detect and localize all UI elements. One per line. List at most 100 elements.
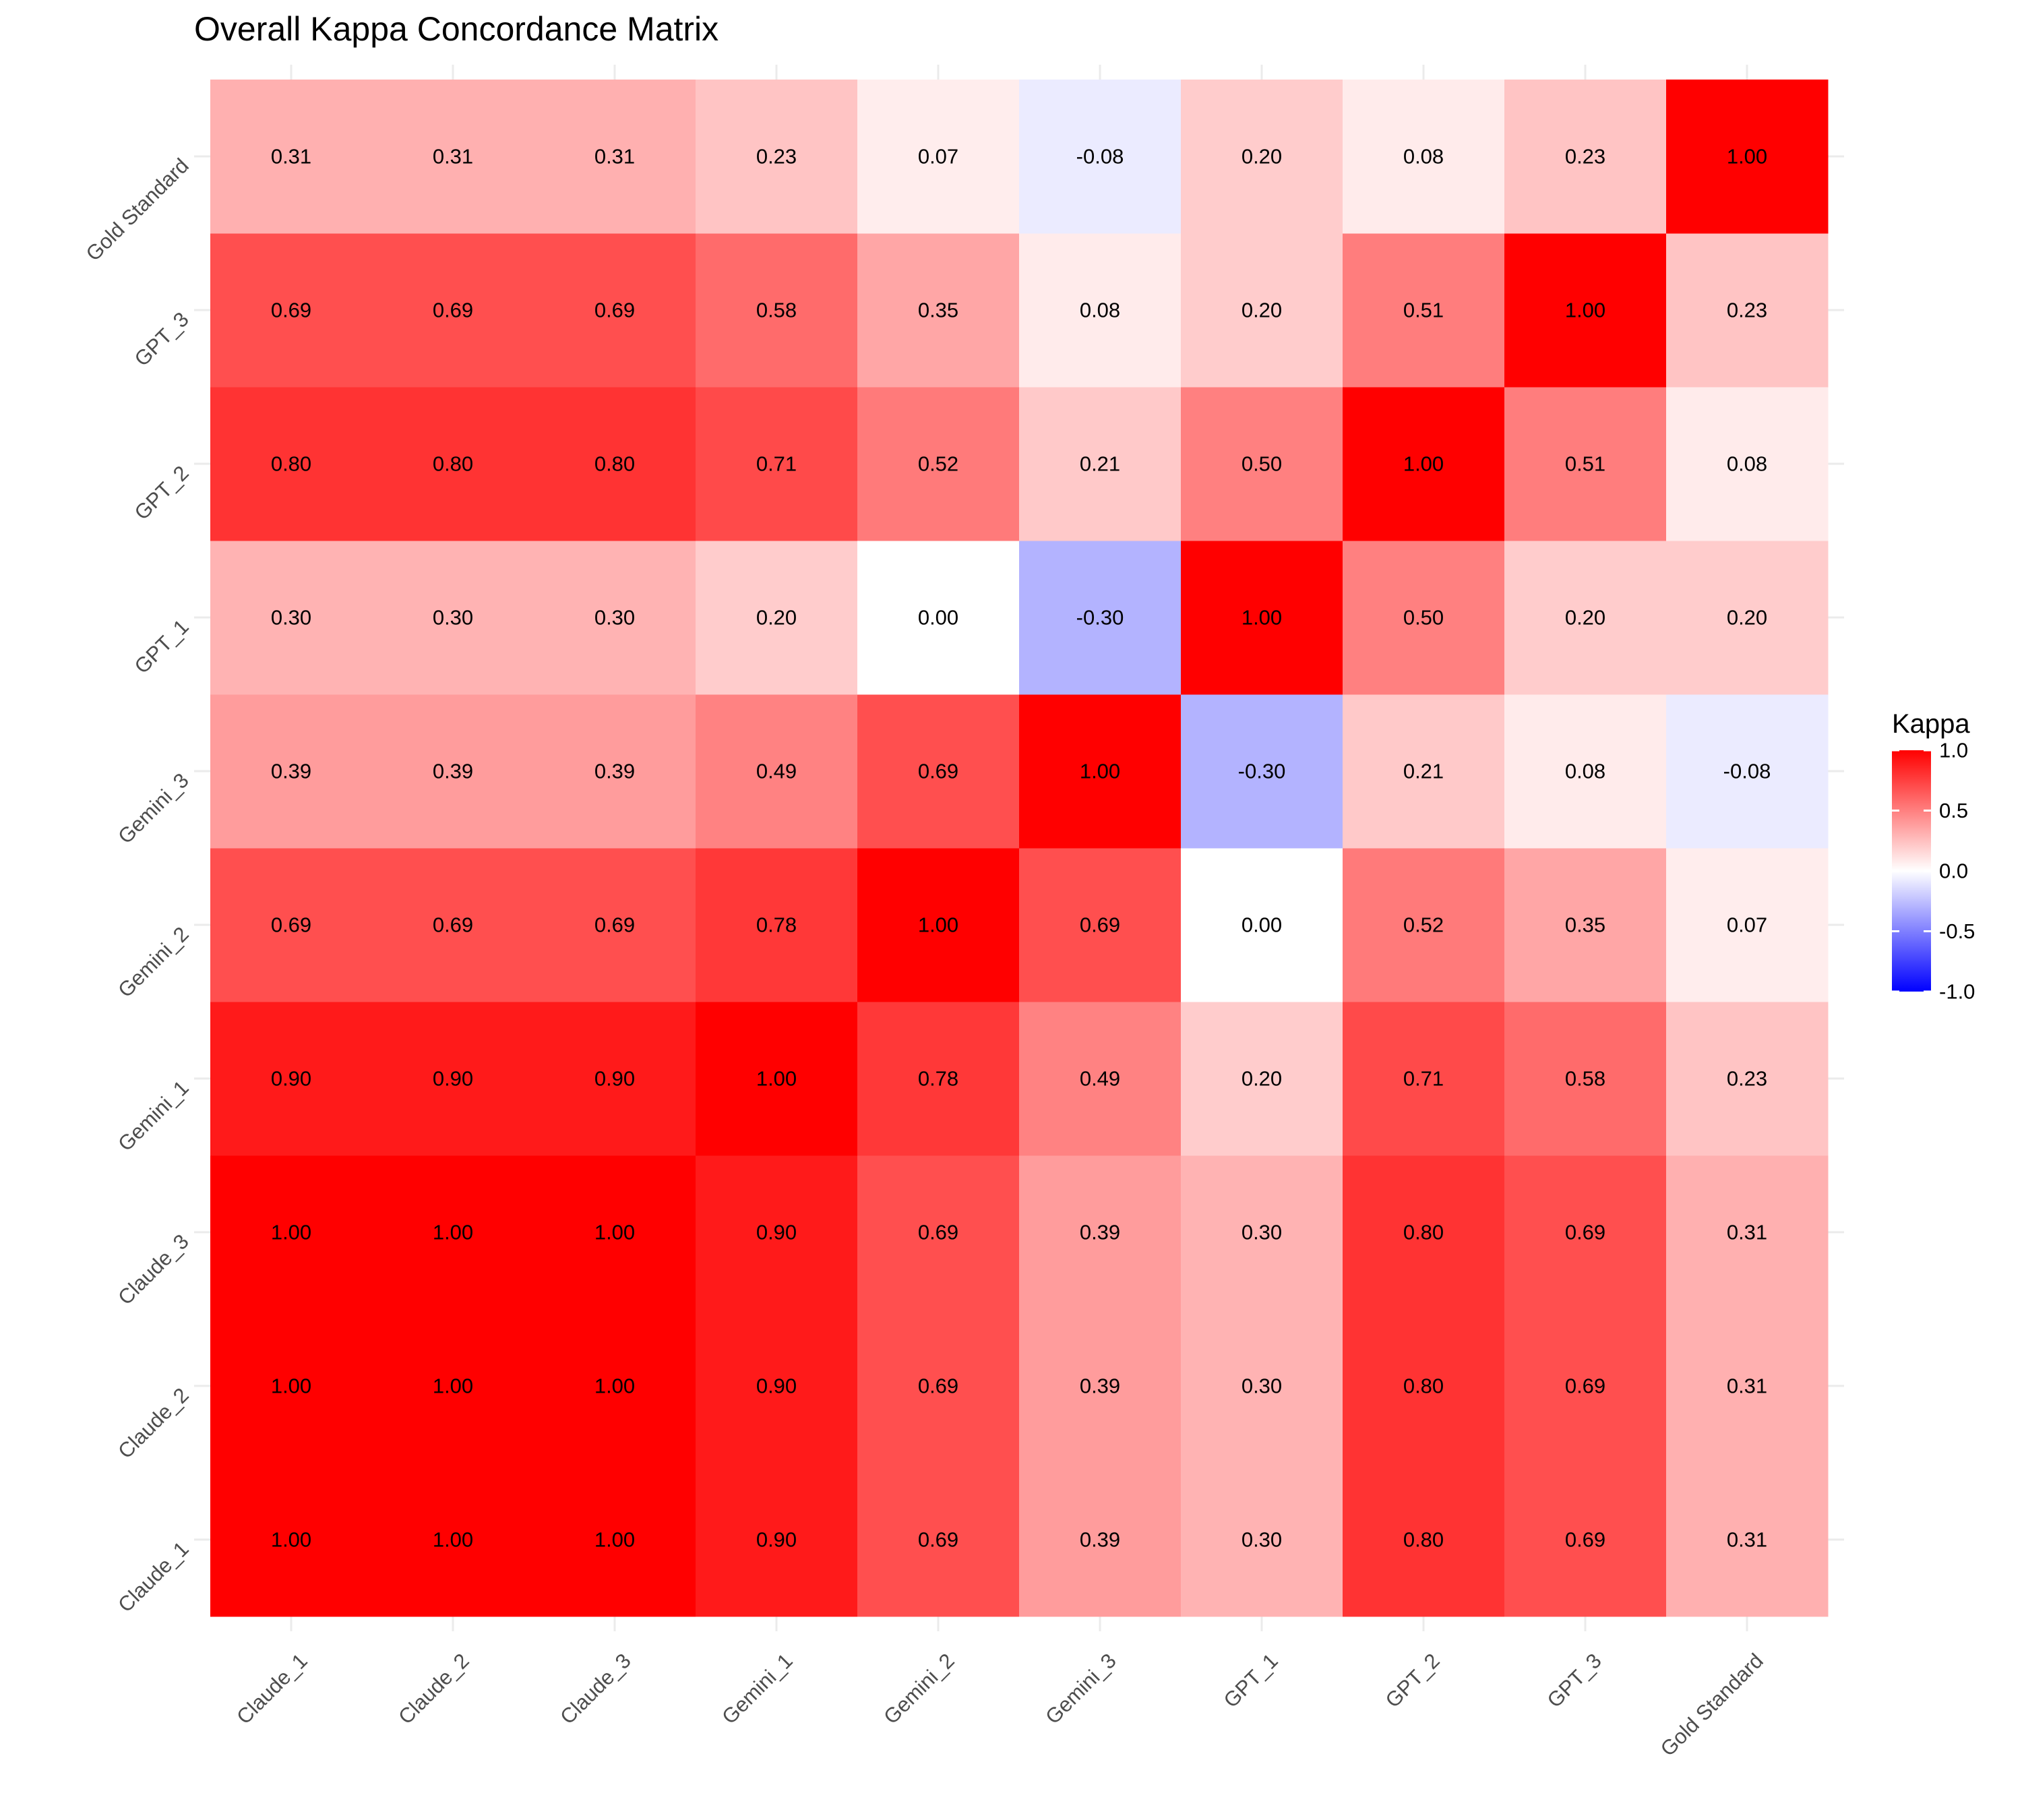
- cell-value-label: 0.23: [1727, 1067, 1767, 1091]
- heatmap-cell: [1666, 1155, 1829, 1310]
- heatmap-cell: [696, 1002, 858, 1156]
- legend-ticks: 1.0 0.5 0.0 -0.5 -1.0: [1892, 739, 1975, 1004]
- heatmap-cell: [857, 80, 1020, 234]
- heatmap-cell: [372, 387, 534, 541]
- cell-value-label: 1.00: [1242, 606, 1282, 630]
- x-axis-tick-labels: Claude_1 Claude_2 Claude_3 Gemini_1 Gemini_2…: [232, 1649, 1768, 1761]
- heatmap-cell: [534, 233, 696, 388]
- heatmap-cell: [1019, 694, 1182, 849]
- heatmap-cell: [210, 80, 373, 234]
- heatmap-cell: [1504, 387, 1667, 541]
- cell-value-label: 0.30: [1242, 1528, 1282, 1552]
- heatmap-cell: [696, 80, 858, 234]
- heatmap-cell: [857, 1155, 1020, 1310]
- heatmap-cell: [1504, 1002, 1667, 1156]
- x-tick-label: GPT_3: [1543, 1649, 1606, 1712]
- heatmap-cell: [1504, 541, 1667, 695]
- cell-value-label: 0.07: [918, 145, 958, 169]
- x-tick-label: Gemini_2: [879, 1649, 959, 1729]
- heatmap-cell: [857, 694, 1020, 849]
- cell-value-label: 0.39: [271, 760, 311, 783]
- heatmap-cell: [372, 80, 534, 234]
- cell-value-label: 0.69: [1565, 1528, 1605, 1552]
- cell-value-label: 0.69: [594, 913, 635, 937]
- cell-value-label: 0.52: [1403, 913, 1444, 937]
- heatmap-cell: [210, 1155, 373, 1310]
- heatmap-cell: [1504, 1309, 1667, 1463]
- cell-value-label: 0.35: [918, 299, 958, 322]
- cell-value-label: 0.20: [1242, 1067, 1282, 1091]
- heatmap-cell: [372, 1002, 534, 1156]
- heatmap-cell: [1343, 1309, 1505, 1463]
- x-tick-label: Gold Standard: [1656, 1649, 1768, 1761]
- y-tick-label: Gemini_2: [113, 922, 193, 1002]
- heatmap-cell: [1666, 1309, 1829, 1463]
- cell-value-label: 1.00: [594, 1374, 635, 1398]
- cell-value-label: 0.31: [271, 145, 311, 169]
- y-tick-label: GPT_1: [130, 615, 193, 678]
- cell-value-label: 0.31: [433, 145, 473, 169]
- heatmap-cell: [1666, 1463, 1829, 1617]
- cell-value-label: 1.00: [594, 1528, 635, 1552]
- heatmap-cell: [696, 233, 858, 388]
- heatmap-cell: [1343, 1002, 1505, 1156]
- heatmap-cell: [857, 1002, 1020, 1156]
- cell-value-label: 0.69: [271, 299, 311, 322]
- heatmap-cell: [1343, 233, 1505, 388]
- x-tick-label: Claude_3: [555, 1649, 636, 1729]
- legend-tick-label: 0.0: [1939, 859, 1968, 883]
- heatmap-cell: [1343, 694, 1505, 849]
- heatmap-cell: [1181, 694, 1343, 849]
- cell-value-label: 0.30: [271, 606, 311, 630]
- cell-value-label: 0.69: [918, 1221, 958, 1244]
- cell-value-label: 0.23: [756, 145, 797, 169]
- heatmap-cell: [534, 1309, 696, 1463]
- cell-value-label: 0.69: [271, 913, 311, 937]
- heatmap-cell: [1019, 233, 1182, 388]
- heatmap-cell: [857, 387, 1020, 541]
- y-tick-label: Claude_3: [113, 1230, 193, 1310]
- heatmap-cell: [210, 848, 373, 1002]
- cell-value-label: 0.78: [756, 913, 797, 937]
- heatmap-cell: [1504, 848, 1667, 1002]
- cell-value-label: 0.23: [1565, 145, 1605, 169]
- heatmap-cell: [857, 233, 1020, 388]
- heatmap-cell: [1666, 848, 1829, 1002]
- cell-value-label: 1.00: [918, 913, 958, 937]
- cell-value-label: 0.00: [918, 606, 958, 630]
- heatmap-cell: [372, 1155, 534, 1310]
- cell-value-label: 0.08: [1080, 299, 1120, 322]
- cell-value-label: 1.00: [433, 1374, 473, 1398]
- heatmap-cell: [1343, 80, 1505, 234]
- cell-value-label: 0.49: [756, 760, 797, 783]
- cell-value-label: 0.80: [271, 452, 311, 476]
- cell-value-label: -0.30: [1076, 606, 1124, 630]
- cell-value-label: 0.39: [1080, 1374, 1120, 1398]
- cell-value-label: 0.80: [433, 452, 473, 476]
- cell-value-label: 0.90: [433, 1067, 473, 1091]
- cell-value-label: 0.07: [1727, 913, 1767, 937]
- y-axis-tick-labels: Claude_1 Claude_2 Claude_3 Gemini_1 Gemini_2…: [82, 154, 193, 1617]
- cell-value-label: 0.31: [594, 145, 635, 169]
- heatmap-cell: [372, 541, 534, 695]
- heatmap-cell: [210, 233, 373, 388]
- cell-value-label: 0.00: [1242, 913, 1282, 937]
- heatmap-cell: [534, 1463, 696, 1617]
- heatmap-cell: [1181, 541, 1343, 695]
- heatmap-cell: [1666, 1002, 1829, 1156]
- cell-value-label: 0.69: [594, 299, 635, 322]
- heatmap-cell: [534, 1155, 696, 1310]
- cell-value-label: 1.00: [271, 1528, 311, 1552]
- heatmap-cell: [372, 848, 534, 1002]
- heatmap-cell: [1181, 387, 1343, 541]
- heatmap-cell: [1181, 1155, 1343, 1310]
- cell-value-label: 0.20: [756, 606, 797, 630]
- heatmap-cell: [1343, 1463, 1505, 1617]
- cell-value-label: 0.90: [756, 1528, 797, 1552]
- heatmap-cell: [1504, 694, 1667, 849]
- heatmap-cell: [210, 694, 373, 849]
- heatmap-cell: [1666, 233, 1829, 388]
- cell-value-label: 1.00: [1080, 760, 1120, 783]
- cell-value-label: 0.69: [433, 913, 473, 937]
- heatmap-cell: [696, 848, 858, 1002]
